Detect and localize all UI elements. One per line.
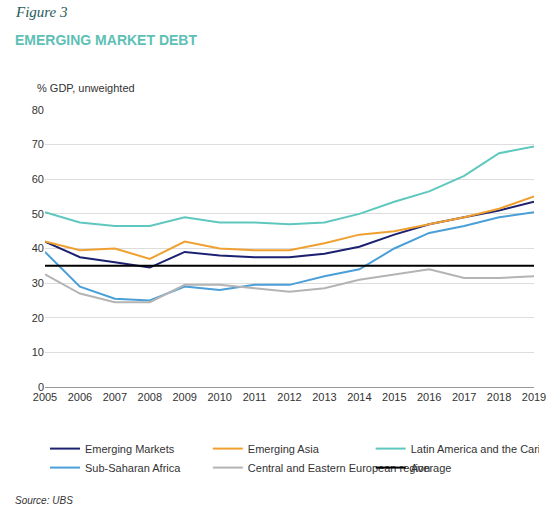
svg-text:40: 40 bbox=[32, 242, 44, 254]
svg-text:0: 0 bbox=[38, 381, 44, 393]
svg-text:Source: UBS: Source: UBS bbox=[15, 495, 73, 506]
svg-text:70: 70 bbox=[32, 138, 44, 150]
svg-text:80: 80 bbox=[32, 104, 44, 116]
svg-text:Sub-Saharan Africa: Sub-Saharan Africa bbox=[85, 462, 181, 474]
svg-text:Figure 3: Figure 3 bbox=[15, 4, 68, 20]
svg-text:Central and Eastern European r: Central and Eastern European region bbox=[248, 462, 430, 474]
svg-text:% GDP, unweighted: % GDP, unweighted bbox=[37, 82, 135, 94]
svg-text:2009: 2009 bbox=[172, 391, 196, 403]
svg-text:2017: 2017 bbox=[452, 391, 476, 403]
svg-text:2008: 2008 bbox=[138, 391, 162, 403]
svg-text:2016: 2016 bbox=[417, 391, 441, 403]
svg-text:10: 10 bbox=[32, 346, 44, 358]
svg-text:2013: 2013 bbox=[312, 391, 336, 403]
svg-text:2011: 2011 bbox=[243, 391, 267, 403]
svg-text:2005: 2005 bbox=[33, 391, 57, 403]
svg-text:2006: 2006 bbox=[68, 391, 92, 403]
svg-text:2012: 2012 bbox=[277, 391, 301, 403]
svg-text:50: 50 bbox=[32, 208, 44, 220]
svg-text:20: 20 bbox=[32, 312, 44, 324]
svg-text:30: 30 bbox=[32, 277, 44, 289]
svg-text:2014: 2014 bbox=[347, 391, 371, 403]
svg-text:2018: 2018 bbox=[487, 391, 511, 403]
svg-text:2015: 2015 bbox=[382, 391, 406, 403]
svg-text:Emerging Markets: Emerging Markets bbox=[85, 443, 175, 455]
svg-text:60: 60 bbox=[32, 173, 44, 185]
svg-text:2019: 2019 bbox=[522, 391, 546, 403]
svg-text:2007: 2007 bbox=[103, 391, 127, 403]
svg-text:EMERGING MARKET DEBT: EMERGING MARKET DEBT bbox=[15, 32, 197, 48]
svg-text:Latin America and the Caribbea: Latin America and the Caribbean bbox=[411, 443, 539, 455]
svg-text:Emerging Asia: Emerging Asia bbox=[248, 443, 320, 455]
svg-text:Average: Average bbox=[411, 462, 452, 474]
svg-text:2010: 2010 bbox=[207, 391, 231, 403]
